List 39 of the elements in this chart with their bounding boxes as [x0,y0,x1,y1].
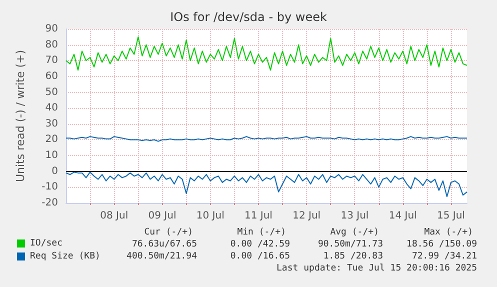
y-tick-label: 70 [45,55,58,66]
x-tick-label: 12 Jul [292,210,321,222]
x-tick-label: 08 Jul [100,210,128,222]
y-tick-label: 80 [45,39,58,50]
legend-label: Req Size (KB) [30,252,100,262]
x-tick-label: 13 Jul [340,210,369,222]
y-axis-title: Units read (-) / write (+) [14,50,27,182]
x-tick-label: 15 Jul [436,210,465,222]
x-tick-label: 11 Jul [244,210,272,222]
text: Last update: Tue Jul 15 20:00:16 2025 [276,264,477,274]
text: 76.63u/67.65 [132,240,197,250]
text: 18.56 /150.09 [406,240,477,250]
text: 1.85 /20.83 [323,252,383,262]
text: 0.00 /16.65 [230,252,290,262]
text: Max (-/+) [424,228,473,238]
chart-title: IOs for /dev/sda - by week [170,10,327,24]
x-tick-label: 09 Jul [148,210,176,222]
line-series [66,172,468,198]
y-tick-label: 60 [45,70,58,82]
text: 72.99 /34.21 [412,252,477,262]
y-tick-label: 0 [52,166,58,177]
y-tick-label: -10 [42,182,58,193]
text: 90.50m/71.73 [318,240,383,250]
text: 0.00 /42.59 [230,240,290,250]
y-tick-label: 90 [45,24,58,34]
y-tick-label: 40 [45,102,58,114]
x-tick-label: 14 Jul [388,210,417,222]
y-tick-label: 50 [45,86,58,98]
x-tick-label: 10 Jul [196,210,224,222]
text: Min (-/+) [237,228,286,238]
line-series [66,36,468,71]
legend-label: IO/sec [30,238,63,248]
text: Cur (-/+) [144,228,193,238]
text: Avg (-/+) [330,228,379,238]
y-tick-label: -20 [42,198,58,208]
y-tick-label: 20 [45,134,58,146]
y-tick-label: 30 [45,118,58,130]
text: 400.50m/21.94 [126,252,197,262]
y-tick-label: 10 [45,150,58,162]
